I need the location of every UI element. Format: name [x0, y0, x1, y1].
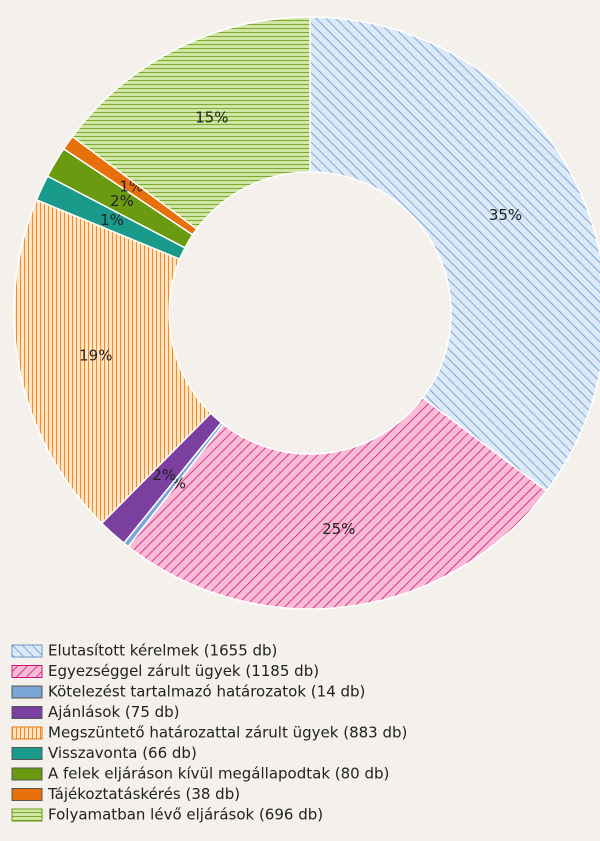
legend-swatch [11, 767, 43, 781]
legend-label: Tájékoztatáskérés (38 db) [47, 785, 240, 803]
data-label: 2% [152, 466, 176, 484]
legend-label: Visszavonta (66 db) [48, 744, 197, 762]
legend-swatch [11, 808, 43, 822]
legend-label: Folyamatban lévő eljárások (696 db) [48, 806, 323, 824]
legend-label: Elutasított kérelmek (1655 db) [48, 642, 277, 660]
data-label: 25% [322, 520, 355, 538]
legend-swatch [11, 726, 43, 740]
legend-swatch [11, 685, 43, 699]
slice [71, 16, 311, 230]
slice [127, 396, 548, 610]
legend-swatch [11, 788, 43, 801]
data-label: 1% [100, 211, 124, 229]
data-label: 2% [110, 192, 134, 210]
slice [13, 198, 212, 525]
data-label: 19% [79, 347, 112, 365]
legend-swatch [11, 747, 43, 760]
legend-label: Kötelezést tartalmazó határozatok (14 db… [48, 683, 365, 701]
legend-label: Egyezséggel zárult ügyek (1185 db) [48, 662, 319, 680]
legend-label: A felek eljáráson kívül megállapodtak (8… [48, 765, 389, 783]
legend-label: Ajánlások (75 db) [48, 703, 180, 721]
legend-swatch [11, 644, 43, 658]
legend-swatch [11, 706, 43, 719]
slice [309, 16, 600, 493]
legend-swatch [11, 665, 43, 678]
data-label: 35% [489, 206, 522, 224]
data-label: 15% [195, 108, 228, 126]
legend-label: Megszüntető határozattal zárult ügyek (8… [48, 724, 407, 742]
